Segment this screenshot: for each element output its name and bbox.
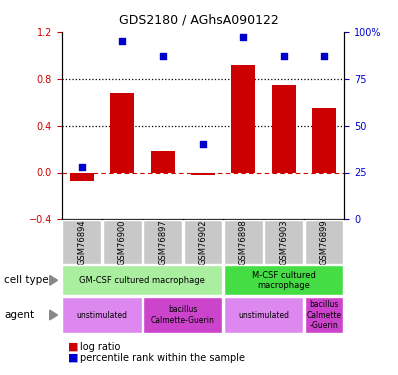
Text: GSM76903: GSM76903 bbox=[279, 219, 288, 265]
Text: percentile rank within the sample: percentile rank within the sample bbox=[80, 353, 245, 363]
Text: ■: ■ bbox=[68, 353, 78, 363]
Text: GM-CSF cultured macrophage: GM-CSF cultured macrophage bbox=[80, 276, 205, 285]
Text: agent: agent bbox=[4, 310, 34, 320]
Text: GSM76898: GSM76898 bbox=[239, 219, 248, 265]
Point bbox=[79, 164, 85, 170]
Text: bacillus
Calmette
-Guerin: bacillus Calmette -Guerin bbox=[306, 300, 341, 330]
Bar bbox=[150, 152, 175, 172]
Bar bbox=[62, 266, 222, 295]
Text: GSM76897: GSM76897 bbox=[158, 219, 167, 265]
Bar bbox=[183, 220, 222, 264]
Bar bbox=[224, 266, 343, 295]
Bar bbox=[231, 64, 256, 172]
Bar bbox=[305, 297, 343, 333]
Bar bbox=[143, 297, 222, 333]
Bar bbox=[143, 220, 182, 264]
Text: GSM76894: GSM76894 bbox=[77, 219, 86, 265]
Text: bacillus
Calmette-Guerin: bacillus Calmette-Guerin bbox=[151, 305, 215, 325]
Point bbox=[281, 53, 287, 59]
Bar bbox=[103, 220, 142, 264]
Point bbox=[119, 38, 125, 44]
Text: unstimulated: unstimulated bbox=[238, 310, 289, 320]
Bar bbox=[271, 85, 296, 172]
Text: GSM76899: GSM76899 bbox=[320, 219, 329, 265]
Bar bbox=[191, 172, 215, 175]
Bar bbox=[110, 93, 135, 172]
Text: unstimulated: unstimulated bbox=[76, 310, 127, 320]
Bar bbox=[224, 220, 263, 264]
Text: GSM76900: GSM76900 bbox=[118, 219, 127, 265]
Point bbox=[240, 34, 246, 40]
Bar bbox=[70, 172, 94, 181]
Point bbox=[160, 53, 166, 59]
Bar bbox=[224, 297, 303, 333]
Bar bbox=[62, 220, 101, 264]
Point bbox=[321, 53, 327, 59]
Polygon shape bbox=[50, 310, 57, 320]
Bar bbox=[264, 220, 303, 264]
Point bbox=[200, 141, 206, 147]
Text: GDS2180 / AGhsA090122: GDS2180 / AGhsA090122 bbox=[119, 13, 279, 26]
Polygon shape bbox=[50, 275, 57, 285]
Text: cell type: cell type bbox=[4, 275, 49, 285]
Text: GSM76902: GSM76902 bbox=[199, 219, 207, 265]
Bar bbox=[305, 220, 343, 264]
Text: ■: ■ bbox=[68, 342, 78, 352]
Bar bbox=[62, 297, 142, 333]
Text: M-CSF cultured
macrophage: M-CSF cultured macrophage bbox=[252, 271, 316, 290]
Text: log ratio: log ratio bbox=[80, 342, 120, 352]
Bar bbox=[312, 108, 336, 172]
